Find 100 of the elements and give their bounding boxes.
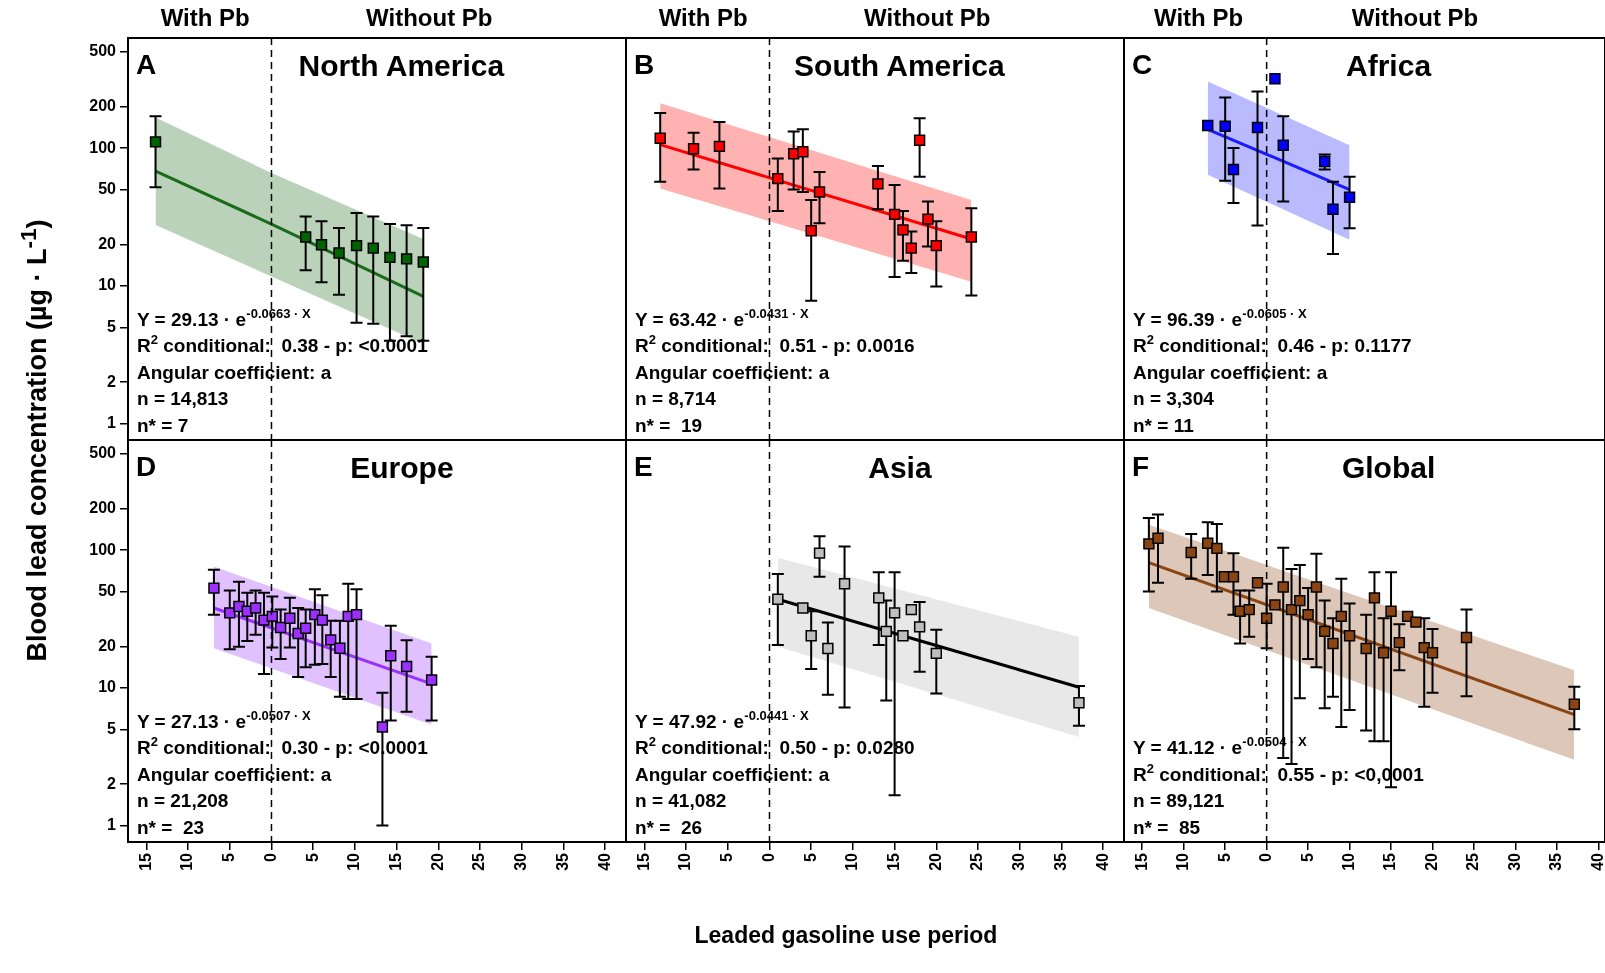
annotation: Angular coefficient: a [137,763,332,785]
x-tick-label: 35 [553,852,571,871]
y-tick-label: 500 [89,444,117,462]
annotation: n* = 23 [137,817,205,838]
chart-title: Global [1341,451,1436,484]
point [316,614,329,626]
point [1269,73,1281,85]
point [1302,608,1314,621]
point [1227,163,1240,176]
point [367,242,379,254]
point [1285,603,1298,616]
point [417,256,429,268]
point [805,630,817,642]
chart-title: Europe [350,451,454,484]
x-tick-label: 10 [1339,852,1357,871]
x-tick-label: 10 [345,852,363,871]
y-tick-label: 50 [98,179,117,197]
annotation: Angular coefficient: a [137,361,332,383]
point [922,213,934,225]
annotation: Angular coefficient: a [1133,361,1328,383]
point [1260,612,1273,624]
point [334,642,346,654]
point [687,143,700,155]
point [897,630,909,642]
x-tick-label: 5 [718,852,736,862]
x-tick-label: 15 [136,852,154,871]
x-tick-label: 25 [470,852,488,871]
point [1360,642,1372,655]
annotation: C [1132,49,1153,80]
point [299,231,312,243]
point [1368,592,1381,604]
point [1335,610,1347,623]
chart-title: Asia [868,451,932,484]
text: Without Pb [366,4,493,31]
y-tick-label: 20 [98,636,117,654]
point [930,239,943,252]
point [654,132,666,144]
x-tick-label: 25 [968,852,986,871]
annotation: n = 41,082 [635,790,727,812]
point [888,607,901,619]
y-tick-label: 1 [107,815,117,833]
point [1219,120,1231,132]
y-tick-label: 10 [98,276,117,294]
annotation: E [634,451,653,482]
point [905,603,917,616]
point [872,178,884,190]
point [713,140,726,153]
point [1202,119,1214,132]
annotation: n = 14,813 [137,388,229,410]
x-tick-label: 15 [1381,852,1399,871]
point [913,134,926,146]
y-tick-label: 5 [107,317,117,335]
x-tick-label: 25 [1464,852,1482,871]
text: With Pb [1154,4,1244,31]
y-tick-label: 2 [107,372,117,390]
y-tick-label: 5 [107,719,117,737]
x-tick-label: 40 [595,852,613,871]
annotation: B [634,49,655,80]
annotation: A [136,49,157,80]
annotation: Angular coefficient: a [635,361,830,383]
point [873,592,885,604]
point [838,578,851,590]
text: Without Pb [1351,4,1479,31]
point [274,621,287,634]
y-tick-label: 100 [89,540,117,558]
point [1185,546,1197,559]
annotation: n* = 11 [1133,415,1195,436]
point [315,238,328,251]
text: With Pb [160,4,250,31]
point [805,225,817,237]
point [1294,594,1306,607]
x-tick-label: 10 [178,852,196,871]
point [1227,571,1240,583]
point [822,642,834,655]
x-tick-label: 35 [1547,852,1565,871]
point [400,660,413,673]
x-tick-label: 10 [1174,852,1192,871]
x-tick-label: 5 [303,852,321,862]
point [913,621,926,633]
chart-title: Africa [1346,49,1432,82]
point [1327,637,1339,650]
y-tick-label: 1 [107,413,117,431]
point [1318,625,1331,638]
annotation: Angular coefficient: a [635,763,830,785]
chart-title: South America [794,49,1005,82]
annotation: n* = 7 [137,415,189,436]
point [333,247,345,259]
x-tick-label: 30 [1505,852,1523,871]
y-tick-label: 2 [107,774,117,792]
point [1385,605,1397,617]
point [1277,139,1289,151]
annotation: n* = 26 [635,817,703,838]
point [1410,616,1422,628]
point [1073,697,1085,709]
x-tick-label: 20 [926,852,944,871]
point [930,647,943,660]
y-tick-label: 500 [89,42,117,60]
point [897,224,909,236]
point [425,674,438,686]
point [376,721,389,733]
